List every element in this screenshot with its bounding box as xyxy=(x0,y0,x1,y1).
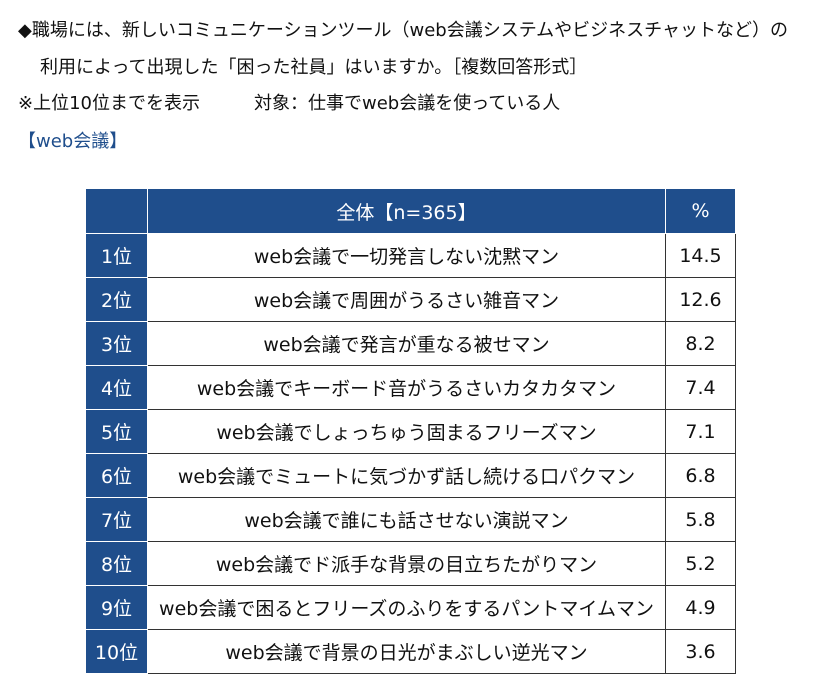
label-cell: web会議で背景の日光がまぶしい逆光マン xyxy=(147,629,666,674)
table-row: 2位 web会議で周囲がうるさい雑音マン 12.6 xyxy=(85,277,736,322)
label-cell: web会議で一切発言しない沈黙マン xyxy=(147,233,666,278)
rank-cell: 4位 xyxy=(85,365,148,410)
rank-cell: 6位 xyxy=(85,453,148,498)
label-cell: web会議で周囲がうるさい雑音マン xyxy=(147,277,666,322)
label-cell: web会議でミュートに気づかず話し続ける口パクマン xyxy=(147,453,666,498)
val-cell: 6.8 xyxy=(665,453,736,498)
table-row: 10位 web会議で背景の日光がまぶしい逆光マン 3.6 xyxy=(85,629,736,674)
rank-cell: 7位 xyxy=(85,497,148,542)
table-row: 5位 web会議でしょっちゅう固まるフリーズマン 7.1 xyxy=(85,409,736,454)
label-cell: web会議でしょっちゅう固まるフリーズマン xyxy=(147,409,666,454)
table-row: 6位 web会議でミュートに気づかず話し続ける口パクマン 6.8 xyxy=(85,453,736,498)
table-row: 4位 web会議でキーボード音がうるさいカタカタマン 7.4 xyxy=(85,365,736,410)
rank-cell: 9位 xyxy=(85,585,148,630)
label-cell: web会議で誰にも話させない演説マン xyxy=(147,497,666,542)
label-cell: web会議でド派手な背景の目立ちたがりマン xyxy=(147,541,666,586)
table-row: 3位 web会議で発言が重なる被せマン 8.2 xyxy=(85,321,736,366)
question-line: 利用によって出現した「困った社員」はいますか。［複数回答形式］ xyxy=(40,57,588,78)
label-cell: web会議で困るとフリーズのふりをするパントマイムマン xyxy=(147,585,666,630)
header-cell xyxy=(85,188,148,234)
rank-cell: 1位 xyxy=(85,233,148,278)
note: ※上位10位までを表示 対象：仕事でweb会議を使っている人 xyxy=(18,93,561,114)
rank-cell: 2位 xyxy=(85,277,148,322)
label-cell: web会議で発言が重なる被せマン xyxy=(147,321,666,366)
val-cell: 7.1 xyxy=(665,409,736,454)
val-cell: 12.6 xyxy=(665,277,736,322)
val-cell: 4.9 xyxy=(665,585,736,630)
rank-cell: 3位 xyxy=(85,321,148,366)
table-body: 1位 web会議で一切発言しない沈黙マン 14.5 2位 web会議で周囲がうるさい雑音… xyxy=(85,233,736,674)
header-row: 全体【n=365】 % xyxy=(85,188,736,234)
val-cell: 5.2 xyxy=(665,541,736,586)
table-row: 1位 web会議で一切発言しない沈黙マン 14.5 xyxy=(85,233,736,278)
header-cell: 全体【n=365】 xyxy=(147,188,666,234)
val-cell: 7.4 xyxy=(665,365,736,410)
table-row: 9位 web会議で困るとフリーズのふりをするパントマイムマン 4.9 xyxy=(85,585,736,630)
question-line: ◆職場には、新しいコミュニケーションツール（web会議システムやビジネスチャット… xyxy=(18,20,788,41)
rank-cell: 10位 xyxy=(85,629,148,674)
section-title: 【web会議】 xyxy=(18,131,128,152)
table-row: 7位 web会議で誰にも話させない演説マン 5.8 xyxy=(85,497,736,542)
table-row: 8位 web会議でド派手な背景の目立ちたがりマン 5.2 xyxy=(85,541,736,586)
label-cell: web会議でキーボード音がうるさいカタカタマン xyxy=(147,365,666,410)
rank-cell: 8位 xyxy=(85,541,148,586)
val-cell: 5.8 xyxy=(665,497,736,542)
val-cell: 8.2 xyxy=(665,321,736,366)
ranking-table: 全体【n=365】 % 1位 web会議で一切発言しない沈黙マン 14.5 2位 web… xyxy=(85,188,736,674)
rank-cell: 5位 xyxy=(85,409,148,454)
val-cell: 14.5 xyxy=(665,233,736,278)
val-cell: 3.6 xyxy=(665,629,736,674)
header-cell: % xyxy=(665,188,736,234)
